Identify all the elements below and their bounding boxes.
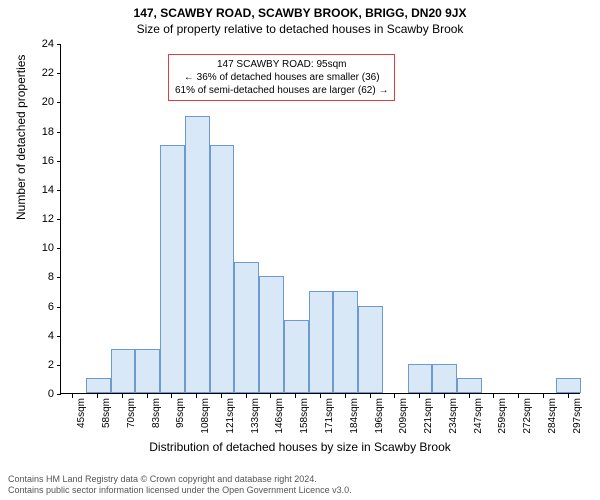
y-tick-mark [57, 132, 61, 133]
y-tick-mark [57, 394, 61, 395]
x-tick-label: 171sqm [324, 398, 335, 434]
footer-line1: Contains HM Land Registry data © Crown c… [8, 474, 352, 485]
y-tick-mark [57, 161, 61, 162]
y-tick-label: 10 [30, 242, 54, 254]
y-tick-label: 16 [30, 155, 54, 167]
x-tick-mark [171, 394, 172, 398]
histogram-bar [185, 116, 210, 393]
x-tick-mark [147, 394, 148, 398]
chart-area: 147 SCAWBY ROAD: 95sqm ← 36% of detached… [60, 44, 580, 394]
x-tick-mark [246, 394, 247, 398]
y-tick-mark [57, 277, 61, 278]
x-tick-mark [493, 394, 494, 398]
footer-line2: Contains public sector information licen… [8, 485, 352, 496]
y-tick-mark [57, 102, 61, 103]
y-tick-mark [57, 336, 61, 337]
y-tick-label: 0 [30, 388, 54, 400]
x-axis-label: Distribution of detached houses by size … [0, 440, 600, 454]
x-tick-mark [270, 394, 271, 398]
x-tick-mark [122, 394, 123, 398]
y-tick-label: 24 [30, 38, 54, 50]
y-tick-mark [57, 365, 61, 366]
histogram-bar [457, 378, 482, 393]
x-tick-mark [72, 394, 73, 398]
x-tick-label: 272sqm [522, 398, 533, 434]
y-tick-mark [57, 73, 61, 74]
x-tick-label: 158sqm [299, 398, 310, 434]
y-tick-mark [57, 248, 61, 249]
x-tick-mark [394, 394, 395, 398]
histogram-bar [234, 262, 259, 393]
annotation-box: 147 SCAWBY ROAD: 95sqm ← 36% of detached… [168, 54, 395, 101]
histogram-bar [408, 364, 433, 393]
x-tick-label: 58sqm [101, 398, 112, 428]
x-tick-label: 95sqm [175, 398, 186, 428]
y-tick-label: 6 [30, 301, 54, 313]
x-tick-mark [518, 394, 519, 398]
x-tick-mark [345, 394, 346, 398]
annotation-line1: 147 SCAWBY ROAD: 95sqm [175, 58, 388, 71]
y-tick-label: 20 [30, 96, 54, 108]
histogram-bar [432, 364, 457, 393]
page-subtitle: Size of property relative to detached ho… [0, 20, 600, 36]
histogram-bar [284, 320, 309, 393]
x-tick-label: 108sqm [200, 398, 211, 434]
x-tick-mark [469, 394, 470, 398]
x-tick-label: 133sqm [250, 398, 261, 434]
y-tick-mark [57, 190, 61, 191]
y-axis-label: Number of detached properties [14, 55, 28, 220]
y-tick-label: 14 [30, 184, 54, 196]
x-tick-label: 259sqm [497, 398, 508, 434]
x-tick-mark [320, 394, 321, 398]
x-tick-label: 45sqm [76, 398, 87, 428]
x-tick-label: 196sqm [374, 398, 385, 434]
x-tick-label: 234sqm [448, 398, 459, 434]
x-tick-label: 70sqm [126, 398, 137, 428]
y-tick-label: 4 [30, 330, 54, 342]
footer-attribution: Contains HM Land Registry data © Crown c… [8, 474, 352, 496]
x-tick-mark [295, 394, 296, 398]
y-tick-mark [57, 219, 61, 220]
y-tick-label: 18 [30, 126, 54, 138]
annotation-line2: ← 36% of detached houses are smaller (36… [175, 71, 388, 84]
x-tick-label: 83sqm [151, 398, 162, 428]
y-tick-mark [57, 44, 61, 45]
histogram-bar [333, 291, 358, 393]
page-title: 147, SCAWBY ROAD, SCAWBY BROOK, BRIGG, D… [0, 0, 600, 20]
histogram-bar [259, 276, 284, 393]
x-tick-mark [370, 394, 371, 398]
x-tick-mark [543, 394, 544, 398]
y-tick-label: 2 [30, 359, 54, 371]
x-tick-mark [444, 394, 445, 398]
histogram-bar [210, 145, 235, 393]
x-tick-label: 247sqm [473, 398, 484, 434]
y-tick-label: 22 [30, 67, 54, 79]
x-tick-label: 297sqm [572, 398, 583, 434]
histogram-bar [111, 349, 136, 393]
histogram-bar [135, 349, 160, 393]
x-tick-label: 184sqm [349, 398, 360, 434]
x-tick-label: 221sqm [423, 398, 434, 434]
x-tick-label: 121sqm [225, 398, 236, 434]
y-tick-mark [57, 307, 61, 308]
x-tick-mark [568, 394, 569, 398]
histogram-bar [86, 378, 111, 393]
histogram-bar [358, 306, 383, 394]
x-tick-mark [419, 394, 420, 398]
annotation-line3: 61% of semi-detached houses are larger (… [175, 84, 388, 97]
x-tick-mark [221, 394, 222, 398]
x-tick-label: 284sqm [547, 398, 558, 434]
y-tick-label: 8 [30, 271, 54, 283]
x-tick-mark [97, 394, 98, 398]
histogram-bar [160, 145, 185, 393]
chart-container: 147, SCAWBY ROAD, SCAWBY BROOK, BRIGG, D… [0, 0, 600, 500]
histogram-bar [309, 291, 334, 393]
histogram-bar [556, 378, 581, 393]
y-tick-label: 12 [30, 213, 54, 225]
x-tick-mark [196, 394, 197, 398]
x-tick-label: 146sqm [274, 398, 285, 434]
x-tick-label: 209sqm [398, 398, 409, 434]
